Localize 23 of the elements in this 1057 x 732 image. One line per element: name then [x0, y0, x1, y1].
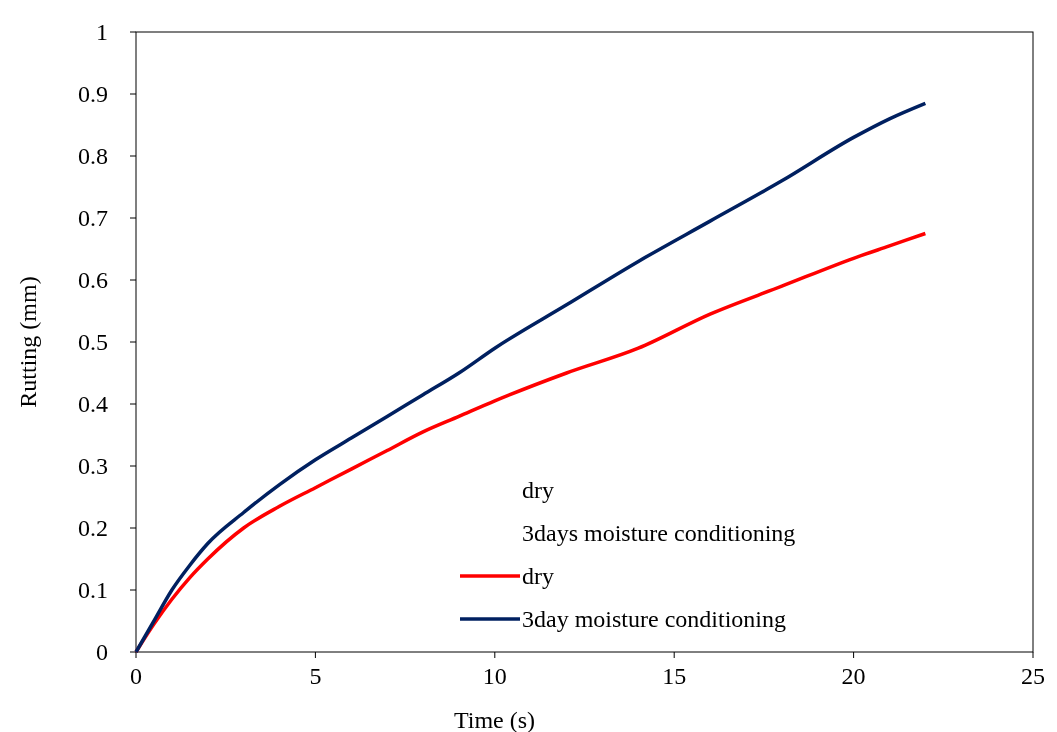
x-tick-label: 10 — [482, 663, 507, 689]
x-tick-label: 5 — [309, 663, 322, 689]
y-tick-label: 0.2 — [78, 515, 108, 542]
x-tick-label: 20 — [841, 663, 866, 689]
y-tick-label: 1 — [96, 19, 108, 46]
legend-label: dry — [522, 563, 554, 590]
line-series — [134, 101, 928, 654]
legend-label: 3day moisture conditioning — [522, 606, 786, 633]
y-tick-label: 0.1 — [78, 577, 108, 604]
x-tick-label: 15 — [662, 663, 687, 689]
y-tick-label: 0 — [96, 639, 108, 666]
annotation: 3days moisture conditioning — [522, 520, 796, 547]
y-tick-label: 0.5 — [78, 329, 108, 356]
y-tick-label: 0.7 — [78, 205, 108, 232]
x-tick-label: 0 — [130, 663, 142, 689]
annotation: dry — [522, 477, 554, 504]
x-tick-label: 25 — [1021, 663, 1045, 689]
y-tick-label: 0.6 — [78, 267, 108, 294]
y-tick-label: 0.9 — [78, 81, 108, 108]
y-tick-label: 0.3 — [78, 453, 108, 480]
y-tick-label: 0.4 — [78, 391, 108, 418]
y-axis-title: Rutting (mm) — [15, 276, 41, 408]
y-tick-label: 0.8 — [78, 143, 108, 170]
